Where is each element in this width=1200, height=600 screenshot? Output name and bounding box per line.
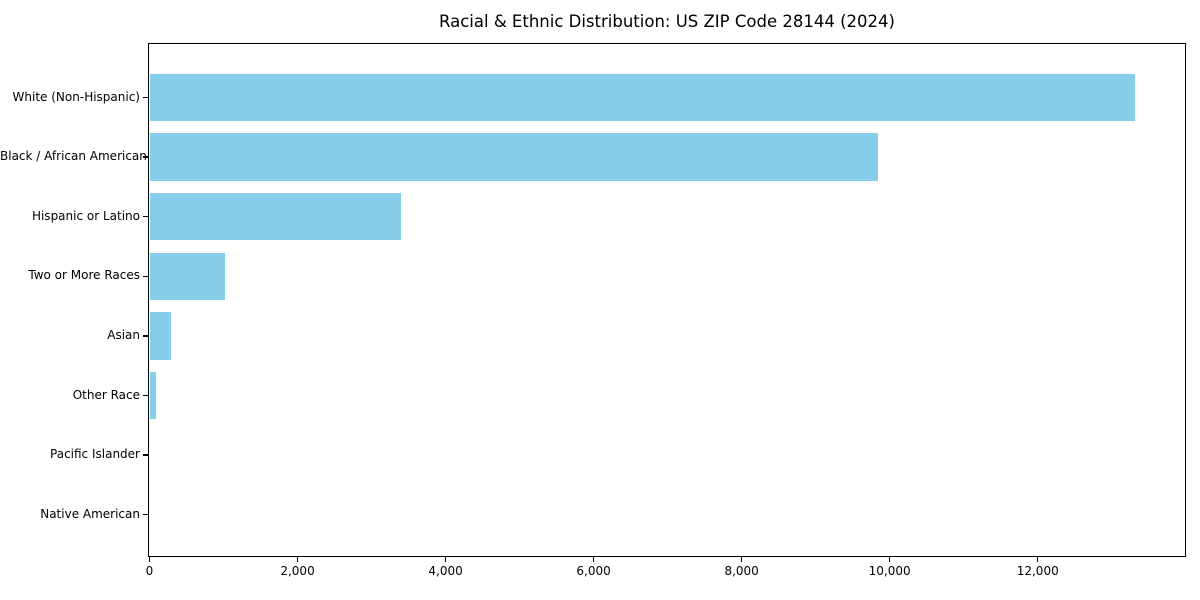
x-tick-label: 4,000 [428, 564, 463, 578]
bar-two-or-more-races [149, 252, 225, 301]
y-tick-label: Two or More Races [28, 268, 140, 283]
x-tick [148, 557, 151, 562]
bar-other-race [149, 371, 157, 420]
y-tick [143, 335, 148, 337]
y-tick [143, 454, 148, 456]
x-tick [592, 557, 595, 562]
y-tick-label: Black / African American [0, 149, 147, 164]
x-tick [888, 557, 891, 562]
x-tick-label: 0 [145, 564, 154, 578]
x-tick-label: 12,000 [1016, 564, 1059, 578]
y-tick [143, 513, 148, 516]
y-tick-label: Native American [40, 506, 140, 521]
x-tick-label: 6,000 [576, 564, 611, 578]
y-tick [143, 394, 148, 397]
y-tick-label: White (Non-Hispanic) [12, 89, 140, 104]
y-tick-label: Pacific Islander [50, 447, 140, 462]
x-tick-label: 10,000 [868, 564, 911, 578]
y-tick-label: Other Race [72, 387, 140, 402]
x-tick [444, 557, 447, 562]
bar-hispanic-or-latino [149, 192, 401, 241]
x-tick [296, 557, 299, 562]
plot-area [148, 43, 1186, 557]
chart-title: Racial & Ethnic Distribution: US ZIP Cod… [439, 12, 895, 31]
bar-black-african-american [149, 133, 879, 181]
x-tick-label: 8,000 [724, 564, 759, 578]
x-tick [740, 557, 743, 562]
y-tick [143, 215, 148, 218]
y-tick [143, 96, 148, 99]
y-tick [143, 275, 148, 278]
bar-asian [149, 312, 172, 360]
y-tick [143, 156, 148, 158]
x-tick [1036, 557, 1039, 562]
y-tick-label: Asian [107, 327, 140, 342]
x-tick-label: 2,000 [280, 564, 315, 578]
bar-white-non-hispanic [149, 73, 1136, 122]
y-tick-label: Hispanic or Latino [31, 208, 140, 223]
